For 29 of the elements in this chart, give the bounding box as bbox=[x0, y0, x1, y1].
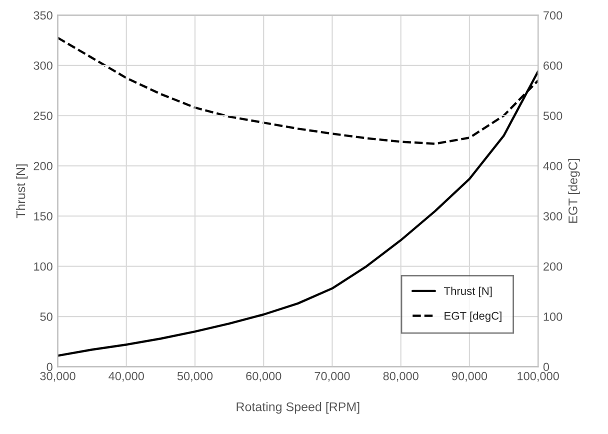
y2-tick-label: 600 bbox=[544, 61, 562, 70]
y2-tick-label: 400 bbox=[543, 162, 562, 170]
y-tick-label: 0 bbox=[46, 362, 52, 372]
x-tick-label: 60,000 bbox=[246, 372, 282, 382]
x-tick-label: 30,000 bbox=[40, 372, 76, 382]
x-tick-label: 90,000 bbox=[452, 372, 488, 382]
y2-tick-label: 500 bbox=[543, 112, 562, 120]
y-tick-label: 350 bbox=[34, 11, 52, 20]
y-tick-label: 50 bbox=[40, 312, 52, 321]
x-axis-title: Rotating Speed [RPM] bbox=[236, 402, 360, 414]
x-tick-label: 40,000 bbox=[108, 372, 144, 382]
y-tick-label: 100 bbox=[34, 262, 52, 271]
x-tick-label: 80,000 bbox=[383, 372, 418, 382]
y2-tick-label: 0 bbox=[543, 362, 550, 372]
x-tick-label: 50,000 bbox=[177, 372, 213, 382]
y2-tick-label: 700 bbox=[544, 11, 562, 20]
legend-label: Thrust [N] bbox=[444, 286, 492, 298]
y2-axis-title: EGT [degC] bbox=[568, 158, 580, 223]
y-tick-label: 300 bbox=[34, 61, 52, 70]
y-axis-title: Thrust [N] bbox=[16, 164, 28, 218]
y2-tick-label: 200 bbox=[544, 262, 562, 271]
x-tick-label: 100,000 bbox=[518, 372, 559, 382]
y2-tick-label: 300 bbox=[543, 212, 562, 220]
x-tick-label: 70,000 bbox=[314, 372, 350, 382]
y-tick-label: 150 bbox=[34, 212, 52, 220]
y-tick-label: 200 bbox=[34, 162, 52, 170]
y2-tick-label: 100 bbox=[544, 312, 562, 321]
legend-label: EGT [degC] bbox=[444, 312, 502, 322]
y-tick-label: 250 bbox=[34, 112, 52, 120]
